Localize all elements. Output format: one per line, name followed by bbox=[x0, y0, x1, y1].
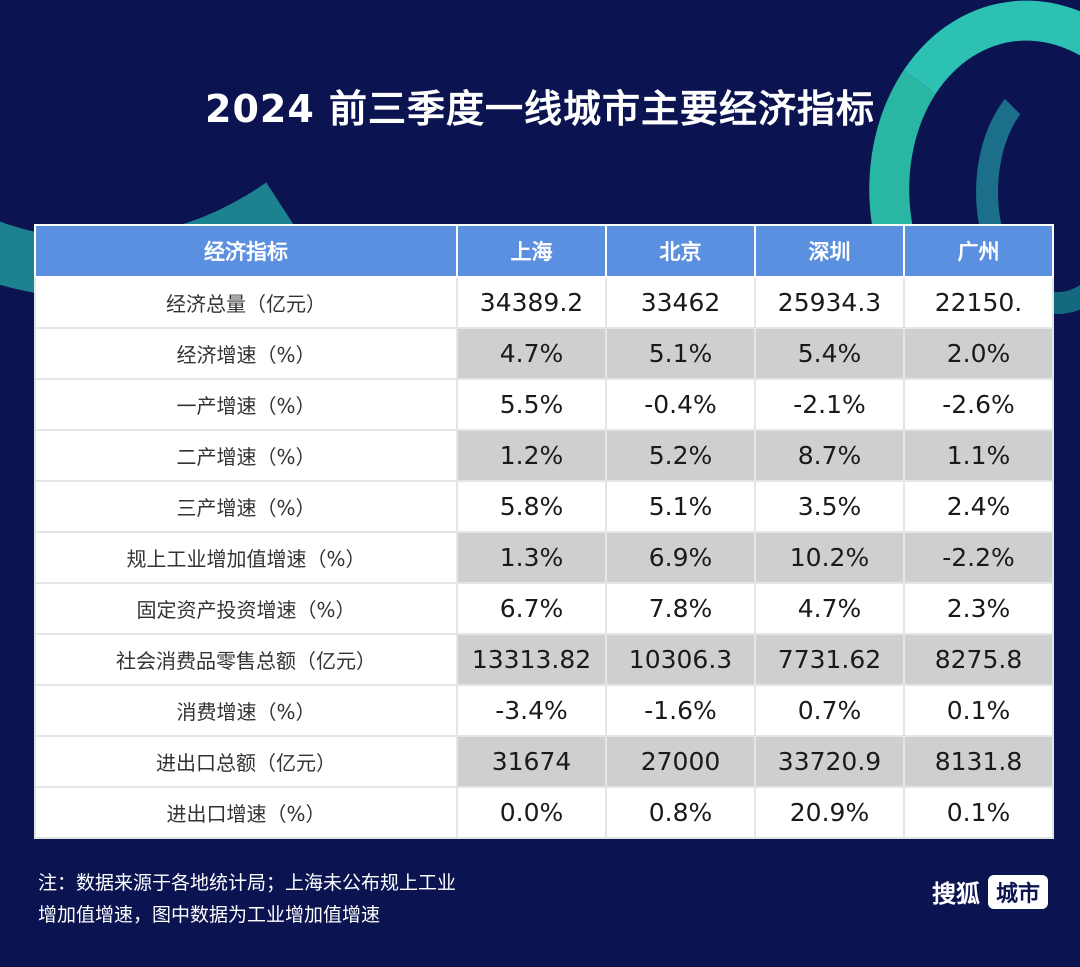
table-cell: 10306.3 bbox=[605, 633, 756, 686]
row-label: 三产增速（%） bbox=[34, 480, 458, 533]
table-row: 二产增速（%） 1.2% 5.2% 8.7% 1.1% bbox=[34, 429, 1054, 482]
column-header: 深圳 bbox=[754, 224, 905, 278]
table-cell: 7.8% bbox=[605, 582, 756, 635]
table-row: 进出口增速（%） 0.0% 0.8% 20.9% 0.1% bbox=[34, 786, 1054, 839]
row-label: 消费增速（%） bbox=[34, 684, 458, 737]
table-header-row: 经济指标 上海 北京 深圳 广州 bbox=[34, 224, 1054, 278]
table-row: 三产增速（%） 5.8% 5.1% 3.5% 2.4% bbox=[34, 480, 1054, 533]
table-cell: 5.5% bbox=[456, 378, 607, 431]
table-cell: -2.6% bbox=[903, 378, 1054, 431]
table-row: 规上工业增加值增速（%） 1.3% 6.9% 10.2% -2.2% bbox=[34, 531, 1054, 584]
table-cell: 1.3% bbox=[456, 531, 607, 584]
table-cell: 1.2% bbox=[456, 429, 607, 482]
table-cell: 33720.9 bbox=[754, 735, 905, 788]
table-cell: 5.4% bbox=[754, 327, 905, 380]
table-cell: 4.7% bbox=[456, 327, 607, 380]
table-cell: -3.4% bbox=[456, 684, 607, 737]
table-cell: 25934.3 bbox=[754, 276, 905, 329]
table-cell: 5.2% bbox=[605, 429, 756, 482]
column-header: 经济指标 bbox=[34, 224, 458, 278]
table-row: 社会消费品零售总额（亿元） 13313.82 10306.3 7731.62 8275.… bbox=[34, 633, 1054, 686]
footnote: 注：数据来源于各地统计局；上海未公布规上工业 增加值增速，图中数据为工业增加值增… bbox=[38, 867, 558, 931]
table-cell: 6.7% bbox=[456, 582, 607, 635]
footnote-line: 注：数据来源于各地统计局；上海未公布规上工业 bbox=[38, 872, 457, 894]
column-header: 上海 bbox=[456, 224, 607, 278]
table-cell: 8.7% bbox=[754, 429, 905, 482]
table-cell: 8131.8 bbox=[903, 735, 1054, 788]
table-cell: 34389.2 bbox=[456, 276, 607, 329]
table-cell: 4.7% bbox=[754, 582, 905, 635]
indicator-table: 经济指标 上海 北京 深圳 广州 经济总量（亿元） 34389.2 33462 259… bbox=[34, 224, 1054, 839]
table-row: 一产增速（%） 5.5% -0.4% -2.1% -2.6% bbox=[34, 378, 1054, 431]
table-cell: 5.1% bbox=[605, 480, 756, 533]
chart-title: 2024 前三季度一线城市主要经济指标 bbox=[205, 87, 875, 131]
table-cell: -0.4% bbox=[605, 378, 756, 431]
column-header: 北京 bbox=[605, 224, 756, 278]
table-row: 进出口总额（亿元） 31674 27000 33720.9 8131.8 bbox=[34, 735, 1054, 788]
row-label: 固定资产投资增速（%） bbox=[34, 582, 458, 635]
table-cell: 0.7% bbox=[754, 684, 905, 737]
table-cell: 0.1% bbox=[903, 684, 1054, 737]
row-label: 进出口总额（亿元） bbox=[34, 735, 458, 788]
table-cell: 20.9% bbox=[754, 786, 905, 839]
row-label: 二产增速（%） bbox=[34, 429, 458, 482]
table-row: 经济增速（%） 4.7% 5.1% 5.4% 2.0% bbox=[34, 327, 1054, 380]
footnote-line: 增加值增速，图中数据为工业增加值增速 bbox=[38, 904, 381, 926]
table-cell: 8275.8 bbox=[903, 633, 1054, 686]
table-row: 经济总量（亿元） 34389.2 33462 25934.3 22150. bbox=[34, 276, 1054, 329]
table-cell: -1.6% bbox=[605, 684, 756, 737]
column-header: 广州 bbox=[903, 224, 1054, 278]
table-cell: 0.0% bbox=[456, 786, 607, 839]
table-cell: 1.1% bbox=[903, 429, 1054, 482]
logo-tag: 城市 bbox=[987, 874, 1048, 909]
table-cell: 13313.82 bbox=[456, 633, 607, 686]
table-cell: 6.9% bbox=[605, 531, 756, 584]
table-cell: -2.2% bbox=[903, 531, 1054, 584]
table-cell: 5.1% bbox=[605, 327, 756, 380]
table-cell: 10.2% bbox=[754, 531, 905, 584]
logo-brand: 搜狐 bbox=[931, 880, 980, 908]
row-label: 规上工业增加值增速（%） bbox=[34, 531, 458, 584]
table-body: 经济总量（亿元） 34389.2 33462 25934.3 22150. 经济增速（%）… bbox=[34, 276, 1054, 839]
table-cell: 2.3% bbox=[903, 582, 1054, 635]
table-cell: 2.0% bbox=[903, 327, 1054, 380]
row-label: 经济增速（%） bbox=[34, 327, 458, 380]
table-cell: 2.4% bbox=[903, 480, 1054, 533]
sohu-city-logo: 搜狐 城市 bbox=[932, 874, 1048, 909]
table-cell: 0.1% bbox=[903, 786, 1054, 839]
row-label: 社会消费品零售总额（亿元） bbox=[34, 633, 458, 686]
table-cell: 3.5% bbox=[754, 480, 905, 533]
table-cell: 33462 bbox=[605, 276, 756, 329]
table-cell: 22150. bbox=[903, 276, 1054, 329]
table-cell: 7731.62 bbox=[754, 633, 905, 686]
table-cell: 0.8% bbox=[605, 786, 756, 839]
table-row: 固定资产投资增速（%） 6.7% 7.8% 4.7% 2.3% bbox=[34, 582, 1054, 635]
row-label: 进出口增速（%） bbox=[34, 786, 458, 839]
row-label: 一产增速（%） bbox=[34, 378, 458, 431]
table-cell: 31674 bbox=[456, 735, 607, 788]
table-cell: -2.1% bbox=[754, 378, 905, 431]
indicator-table-container: 经济指标 上海 北京 深圳 广州 经济总量（亿元） 34389.2 33462 259… bbox=[34, 224, 1054, 839]
table-cell: 27000 bbox=[605, 735, 756, 788]
table-row: 消费增速（%） -3.4% -1.6% 0.7% 0.1% bbox=[34, 684, 1054, 737]
table-cell: 5.8% bbox=[456, 480, 607, 533]
row-label: 经济总量（亿元） bbox=[34, 276, 458, 329]
